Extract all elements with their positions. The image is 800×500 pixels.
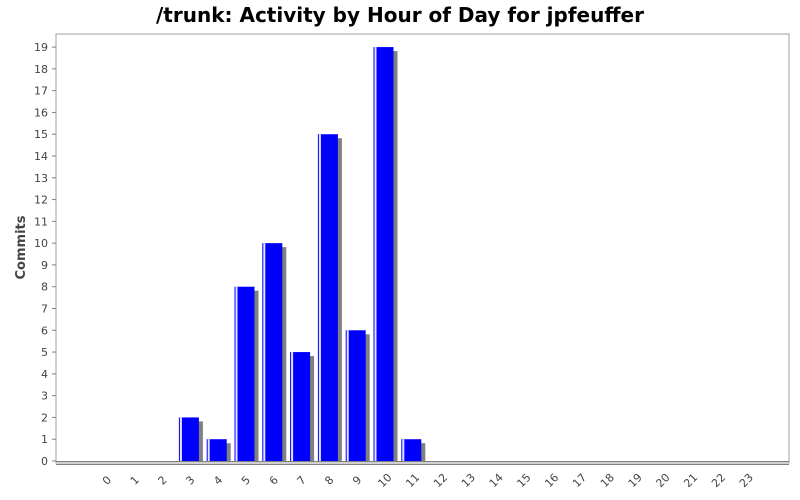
bar-highlight [263,243,266,461]
bar [373,47,394,461]
y-tick-label: 16 [34,106,48,119]
x-tick-label: 22 [709,471,728,490]
y-tick-label: 17 [34,85,48,98]
plot-area [55,33,790,464]
y-tick-label: 5 [41,346,48,359]
bar [401,439,422,461]
x-tick-label: 19 [626,471,645,490]
bar [178,417,199,461]
bar-highlight [318,134,321,461]
bar [262,243,283,461]
y-axis-label: Commits [14,215,29,279]
x-tick-label: 10 [375,471,394,490]
y-tick-label: 11 [34,215,48,228]
y-tick-label: 2 [41,411,48,424]
x-tick-label: 21 [681,471,700,490]
y-tick-label: 10 [34,237,48,250]
y-tick-label: 3 [41,390,48,403]
x-tick-label: 23 [737,471,756,490]
x-tick-label: 8 [322,473,336,487]
x-tick-label: 18 [598,471,617,490]
bar [234,286,255,461]
bar-highlight [402,439,405,461]
y-tick-label: 12 [34,194,48,207]
y-tick-label: 13 [34,172,48,185]
bar-highlight [291,352,294,461]
bar [345,330,366,461]
x-tick-label: 16 [542,471,561,490]
y-tick-label: 19 [34,41,48,54]
y-tick-label: 18 [34,63,48,76]
x-tick-label: 13 [459,471,478,490]
x-tick-label: 1 [128,473,142,487]
x-tick-label: 5 [239,473,253,487]
bar-highlight [235,286,238,461]
y-tick-label: 9 [41,259,48,272]
y-tick-label: 14 [34,150,48,163]
x-tick-label: 17 [570,471,589,490]
bar [206,439,227,461]
bar-highlight [374,47,377,461]
y-tick-label: 15 [34,128,48,141]
y-tick-label: 7 [41,303,48,316]
y-tick-label: 8 [41,281,48,294]
bar [317,134,338,461]
x-tick-label: 0 [100,473,114,487]
x-tick-label: 7 [295,473,309,487]
y-tick-label: 6 [41,324,48,337]
x-tick-label: 6 [267,473,281,487]
x-tick-label: 3 [183,473,197,487]
x-tick-label: 4 [211,473,225,487]
x-tick-label: 9 [350,473,364,487]
x-tick-label: 20 [653,471,672,490]
x-tick-label: 11 [403,471,422,490]
bar-highlight [346,330,349,461]
y-tick-label: 0 [41,455,48,468]
x-tick-label: 14 [487,471,506,490]
x-tick-label: 15 [514,471,533,490]
bar-highlight [179,417,182,461]
bar [290,352,311,461]
x-tick-label: 12 [431,471,450,490]
chart-title: /trunk: Activity by Hour of Day for jpfe… [156,3,644,27]
bar-highlight [207,439,210,461]
y-tick-label: 4 [41,368,48,381]
x-tick-label: 2 [156,473,170,487]
y-tick-label: 1 [41,433,48,446]
